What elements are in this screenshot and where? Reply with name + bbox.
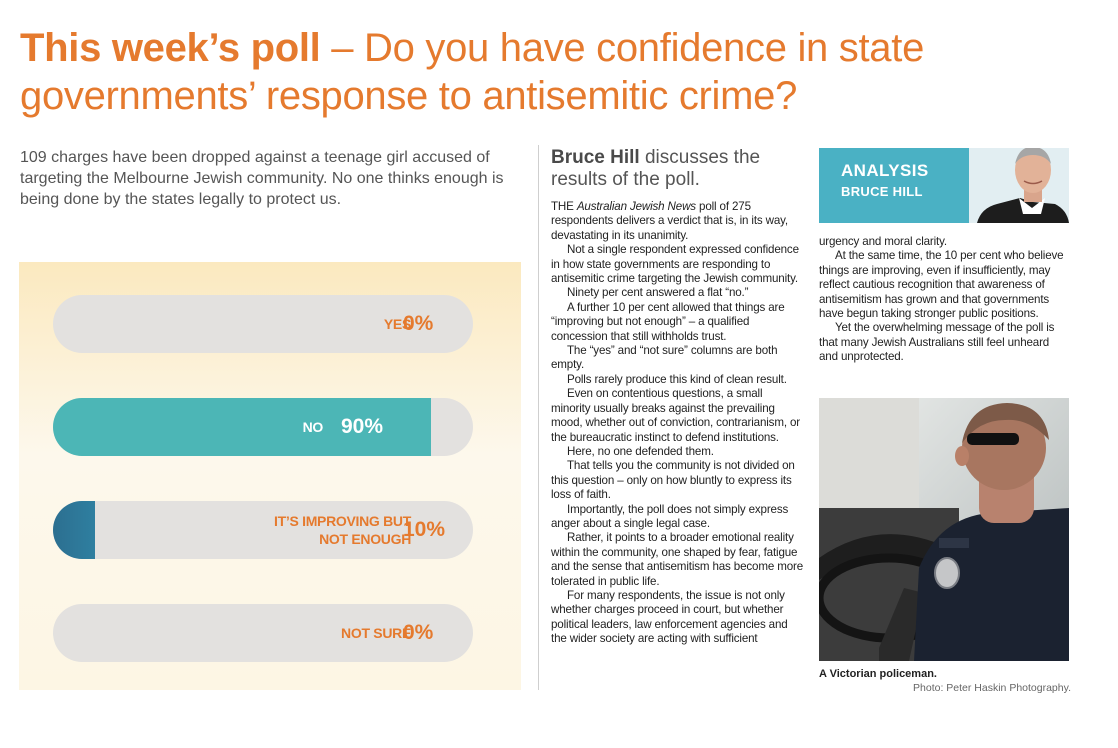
- article-lead-paragraph: THE Australian Jewish News poll of 275 r…: [551, 200, 789, 242]
- analysis-banner: ANALYSIS BRUCE HILL: [819, 148, 1069, 223]
- analysis-author: BRUCE HILL: [841, 184, 923, 199]
- article-column-1: THE Australian Jewish News poll of 275 r…: [551, 200, 803, 647]
- police-photo-icon: [819, 398, 1069, 661]
- poll-bar-no-fill: [53, 398, 431, 456]
- article-column-2: urgency and moral clarity. At the same t…: [819, 235, 1071, 365]
- police-photo: [819, 398, 1069, 661]
- article-paragraph: The “yes” and “not sure” columns are bot…: [551, 344, 778, 372]
- poll-bar-no: NO 90%: [53, 398, 473, 456]
- article-paragraph-continued: urgency and moral clarity.: [819, 235, 947, 248]
- publication-name: Australian Jewish News: [576, 200, 696, 213]
- photo-caption-text: A Victorian policeman.: [819, 668, 937, 680]
- photo-credit: Photo: Peter Haskin Photography.: [913, 682, 1071, 694]
- article-paragraph: A further 10 per cent allowed that thing…: [551, 300, 785, 343]
- photo-caption: A Victorian policeman. Photo: Peter Haski…: [819, 667, 1071, 695]
- article-paragraph: Even on contentious questions, a small m…: [551, 387, 800, 444]
- article-paragraph: Polls rarely produce this kind of clean …: [567, 372, 787, 386]
- article-paragraph: For many respondents, the issue is not o…: [551, 588, 788, 646]
- poll-label-improving: IT’S IMPROVING BUT NOT ENOUGH: [274, 513, 411, 547]
- headline-bold: This week’s poll: [20, 26, 321, 70]
- headline: This week’s poll – Do you have confidenc…: [20, 24, 1100, 120]
- column-divider: [538, 145, 539, 690]
- article-paragraph: Rather, it points to a broader emotional…: [551, 531, 804, 588]
- poll-label-not-sure: NOT SURE: [341, 625, 411, 641]
- analysis-tag: ANALYSIS: [841, 161, 929, 180]
- article-paragraph: That tells you the community is not divi…: [551, 459, 795, 502]
- headline-rest: – Do you have confidence in state govern…: [20, 26, 925, 118]
- poll-pct-yes: 0%: [403, 312, 434, 335]
- article-paragraph: Importantly, the poll does not simply ex…: [551, 502, 789, 530]
- article-paragraph: Yet the overwhelming message of the poll…: [819, 321, 1055, 364]
- article-paragraph: Here, no one defended them.: [567, 444, 714, 458]
- poll-bar-improving-fill: [53, 501, 95, 559]
- poll-bar-yes: YES 0%: [53, 295, 473, 353]
- article-paragraph: At the same time, the 10 per cent who be…: [819, 249, 1064, 321]
- poll-label-yes: YES: [383, 316, 411, 332]
- poll-label-no: NO: [302, 419, 324, 435]
- article-paragraph: Ninety per cent answered a flat “no.”: [567, 286, 749, 300]
- poll-bar-improving: IT’S IMPROVING BUT NOT ENOUGH 10%: [53, 501, 473, 559]
- byline: Bruce Hill discusses the results of the …: [551, 147, 801, 191]
- intro-text: 109 charges have been dropped against a …: [20, 149, 504, 208]
- article-paragraph: Not a single respondent expressed confid…: [551, 243, 799, 286]
- poll-bar-not-sure: NOT SURE 0%: [53, 604, 473, 662]
- poll-pct-improving: 10%: [403, 518, 446, 541]
- author-portrait-icon: [969, 148, 1069, 223]
- poll-panel: YES 0% NO 90% IT’S IMPROVING BUT NOT ENOU…: [19, 262, 521, 690]
- poll-pct-no: 90%: [341, 415, 384, 438]
- byline-rest: discusses the results of the poll.: [551, 147, 761, 190]
- byline-name: Bruce Hill: [551, 147, 640, 168]
- poll-pct-not-sure: 0%: [403, 621, 434, 644]
